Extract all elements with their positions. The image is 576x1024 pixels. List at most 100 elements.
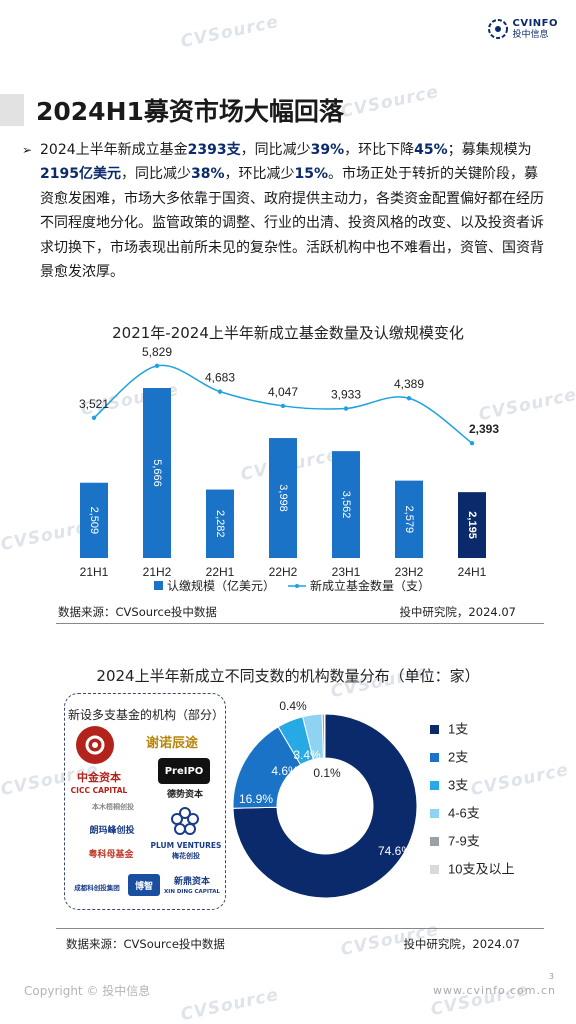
plum-logo-mark [168, 804, 202, 838]
bar-label-22H2: 3,998 [277, 484, 289, 512]
line-label-22H1: 4,683 [205, 371, 235, 385]
watermark: CVSource [179, 984, 281, 1024]
logo-cn: 投中信息 [512, 29, 549, 40]
text-segment: 2024上半年新成立基金 [40, 142, 188, 158]
chart1-source: 数据来源：CVSource投中数据 [58, 605, 217, 619]
legend-label-4: 7-9支 [448, 833, 480, 848]
bar-label-21H1: 2,509 [88, 507, 100, 535]
bar-label-22H1: 2,282 [214, 510, 226, 538]
institutions-box [64, 693, 226, 910]
chart2-source: 数据来源：CVSource投中数据 [66, 937, 225, 951]
benmu-logo: 本木梧桐创投 [92, 803, 134, 811]
xinding-logo-cn: 新鼎资本 [173, 876, 210, 887]
legend-label-2: 3支 [448, 777, 468, 792]
cicc-logo-en: CICC CAPITAL [70, 785, 128, 795]
legend-marker-line [295, 584, 299, 588]
yueke-logo: 粤科母基金 [88, 849, 134, 860]
donut-slice-0 [232, 713, 418, 899]
divider [56, 623, 544, 624]
donut-label-1: 16.9% [239, 792, 273, 806]
institutions-title: 新设多支基金的机构（部分） [67, 708, 224, 722]
legend-label-line: 新成立基金数量（支） [310, 578, 430, 593]
bar-label-21H2: 5,666 [151, 459, 163, 487]
bar-24H1 [458, 492, 486, 558]
text-segment: ，环比下降 [344, 142, 415, 158]
legend-swatch-4 [430, 837, 439, 846]
legend-label-1: 2支 [448, 749, 468, 764]
summary-paragraph: ➢ 2024上半年新成立基金2393支，同比减少39%，环比下降45%；募集规模为… [22, 138, 550, 284]
deshi-logo: 德势资本 [166, 789, 203, 800]
bozhi-logo: 博智 [128, 874, 160, 896]
chart1-credit: 投中研究院，2024.07 [399, 605, 516, 619]
line-point-21H2 [154, 363, 160, 369]
bar-23H1 [332, 451, 360, 558]
bar-21H2 [143, 388, 171, 558]
legend-swatch-2 [430, 781, 439, 790]
text-segment: 。市场正处于转折的关键阶段，募资愈发困难，市场大多依靠于国资、政府提供主动力，各… [40, 166, 544, 281]
x-tick-21H1: 21H1 [80, 565, 109, 579]
chart2-title: 2024上半年新成立不同支数的机构数量分布（单位：家） [96, 667, 480, 685]
line-point-23H1 [343, 406, 349, 411]
text-segment: ，同比减少 [240, 142, 311, 158]
bar-21H1 [80, 482, 108, 558]
line-point-23H2 [406, 396, 412, 401]
brand-logo: CVINFO 投中信息 [487, 18, 559, 40]
x-tick-23H1: 23H1 [332, 565, 361, 579]
cicc-logo-mark [76, 726, 114, 764]
xienuo-logo: 谢诺辰途 [145, 735, 198, 751]
langma-logo: 朗玛峰创投 [89, 825, 135, 836]
footer-website[interactable]: www.cvinfo.com.cn [433, 984, 556, 997]
watermark: CVSource [179, 11, 281, 53]
legend-label-5: 10支及以上 [448, 861, 514, 876]
chart2-credit: 投中研究院，2024.07 [403, 937, 520, 951]
legend-label-3: 4-6支 [448, 805, 480, 820]
cicc-swirl-icon [85, 735, 105, 755]
line-point-21H1 [91, 415, 97, 420]
plum-logo-en: PLUM VENTURES [150, 840, 222, 850]
page-number: 3 [548, 972, 554, 981]
legend-swatch-1 [430, 753, 439, 762]
watermark: CVSource [339, 81, 441, 123]
highlight-value: 38% [190, 166, 225, 183]
line-label-23H1: 3,933 [331, 388, 361, 402]
legend-label-0: 1支 [448, 721, 468, 736]
text-segment: ，同比减少 [120, 166, 191, 183]
bar-label-24H1: 2,195 [466, 511, 478, 539]
highlight-value: 39% [310, 142, 345, 158]
bar-22H1 [206, 489, 234, 558]
brand-mark-icon [487, 19, 508, 39]
line-label-21H2: 5,829 [142, 345, 172, 359]
institution-distribution-donut: 74.6% 16.9% 4.6% 3.4% 0.4% 0.1% 1支 2支 3支 4-6支 7-9支… [232, 699, 514, 899]
donut-label-0: 74.6% [378, 844, 412, 858]
logo-en: CVINFO [512, 17, 558, 29]
divider [56, 928, 544, 929]
x-tick-22H1: 22H1 [206, 565, 235, 579]
plum-flower-icon [171, 807, 199, 835]
bar-label-23H1: 3,562 [340, 491, 352, 519]
chengdu-logo: 成都科创投集团 [74, 884, 120, 892]
donut-slice-5 [323, 713, 326, 759]
line-point-24H1 [469, 440, 475, 446]
bullet-icon: ➢ [22, 143, 33, 157]
line-label-23H2: 4,389 [394, 377, 424, 391]
page-title: 2024H1募资市场大幅回落 [36, 97, 344, 126]
plum-logo-cn: 梅花创投 [172, 852, 200, 860]
legend-swatch-bar [154, 581, 163, 590]
x-tick-21H2: 21H2 [143, 565, 172, 579]
line-point-22H2 [280, 403, 286, 409]
legend-label-bar: 认缴规模（亿美元） [167, 578, 275, 593]
donut-label-5: 0.1% [313, 766, 341, 780]
line-point-22H1 [217, 389, 223, 394]
xinding-logo-en: XIN DING CAPITAL [164, 889, 220, 895]
bar-22H2 [269, 438, 297, 558]
line-label-21H1: 3,521 [79, 397, 109, 411]
chart1-legend: 认缴规模（亿美元） 新成立基金数量（支） [154, 578, 430, 593]
fund-count-scale-chart: 2,509 21H1 5,666 21H2 2,282 22H1 3,998 22H2 3,56… [79, 345, 499, 593]
preipo-logo: PreIPO [158, 758, 210, 784]
footer-copyright: Copyright © 投中信息 [24, 984, 151, 998]
bar-label-23H2: 2,579 [403, 506, 415, 534]
x-tick-23H2: 23H2 [395, 565, 424, 579]
x-tick-24H1: 24H1 [458, 565, 487, 579]
donut-label-4: 0.4% [279, 699, 307, 713]
legend-swatch-0 [430, 725, 439, 734]
